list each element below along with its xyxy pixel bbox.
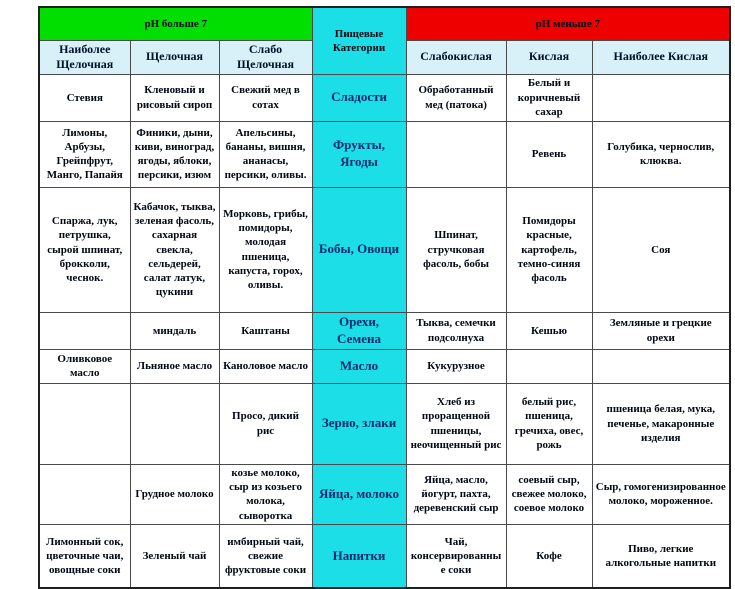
col-header-acidic: Кислая — [505, 39, 593, 75]
cell-oil-most-acidic — [591, 348, 731, 384]
cell-vegetables-acidic: Помидоры красные, картофель, темно-синяя… — [505, 186, 593, 313]
col-header-slightly-acidic: Слабокислая — [405, 39, 507, 75]
cell-oil-alkaline: Льняное масло — [129, 348, 220, 384]
category-grains: Зерно, злаки — [311, 382, 407, 465]
cell-oil-most-alkaline: Оливковое масло — [38, 348, 131, 384]
cell-oil-slightly-alkaline: Каноловое масло — [218, 348, 313, 384]
cell-grains-acidic: белый рис, пшеница, гречиха, овес, рожь — [505, 382, 593, 465]
cell-fruits-most-alkaline: Лимоны, Арбузы, Грейпфрут, Манго, Папайя — [38, 120, 131, 188]
table-row-eggs-milk: Грудное молоко козье молоко, сыр из козь… — [38, 463, 731, 525]
cell-sweets-slightly-acidic: Обработанный мед (патока) — [405, 73, 507, 122]
alkaline-header: pH больше 7 — [38, 6, 313, 41]
category-fruits-berries: Фрукты, Ягоды — [311, 120, 407, 188]
cell-fruits-most-acidic: Голубика, чернослив, клюква. — [591, 120, 731, 188]
cell-drinks-alkaline: Зеленый чай — [129, 523, 220, 589]
col-header-most-alkaline: Наиболее Щелочная — [38, 39, 131, 75]
cell-vegetables-slightly-alkaline: Морковь, грибы, помидоры, молодая пшениц… — [218, 186, 313, 313]
acid-header: pH меньше 7 — [405, 6, 731, 41]
table-row-sweets: Стевия Кленовый и рисовый сироп Свежий м… — [38, 73, 731, 122]
table-row-nuts-seeds: миндаль Каштаны Орехи, Семена Тыква, сем… — [38, 311, 731, 350]
cell-drinks-most-acidic: Пиво, легкие алкогольные напитки — [591, 523, 731, 589]
table-row-grains: Просо, дикий рис Зерно, злаки Хлеб из пр… — [38, 382, 731, 465]
col-header-alkaline: Щелочная — [129, 39, 220, 75]
cell-drinks-slightly-alkaline: имбирный чай, свежие фруктовые соки — [218, 523, 313, 589]
cell-eggs-alkaline: Грудное молоко — [129, 463, 220, 525]
cell-grains-most-acidic: пшеница белая, мука, печенье, макаронные… — [591, 382, 731, 465]
table-row-drinks: Лимонный сок, цветочные чаи, овощные сок… — [38, 523, 731, 589]
cell-grains-slightly-acidic: Хлеб из проращенной пшеницы, неочищенный… — [405, 382, 507, 465]
cell-fruits-alkaline: Финики, дыни, киви, виноград, ягоды, ябл… — [129, 120, 220, 188]
cell-nuts-acidic: Кешью — [505, 311, 593, 350]
cell-fruits-slightly-alkaline: Апельсины, бананы, вишня, ананасы, перси… — [218, 120, 313, 188]
cell-eggs-acidic: соевый сыр, свежее молоко, соевое молоко — [505, 463, 593, 525]
cell-nuts-most-alkaline — [38, 311, 131, 350]
cell-sweets-most-alkaline: Стевия — [38, 73, 131, 122]
cell-grains-alkaline — [129, 382, 220, 465]
cell-fruits-acidic: Ревень — [505, 120, 593, 188]
cell-eggs-most-acidic: Сыр, гомогенизированное молоко, мороженн… — [591, 463, 731, 525]
cell-oil-acidic — [505, 348, 593, 384]
category-eggs-milk: Яйца, молоко — [311, 463, 407, 525]
category-beans-vegetables: Бобы, Овощи — [311, 186, 407, 313]
cell-eggs-slightly-alkaline: козье молоко, сыр из козьего молока, сыв… — [218, 463, 313, 525]
cell-grains-slightly-alkaline: Просо, дикий рис — [218, 382, 313, 465]
cell-drinks-slightly-acidic: Чай, консервированные соки — [405, 523, 507, 589]
category-drinks: Напитки — [311, 523, 407, 589]
cell-grains-most-alkaline — [38, 382, 131, 465]
cell-vegetables-alkaline: Кабачок, тыква, зеленая фасоль, сахарная… — [129, 186, 220, 313]
cell-nuts-alkaline: миндаль — [129, 311, 220, 350]
table-row-oil: Оливковое масло Льняное масло Каноловое … — [38, 348, 731, 384]
cell-eggs-slightly-acidic: Яйца, масло, йогурт, пахта, деревенский … — [405, 463, 507, 525]
cell-nuts-slightly-acidic: Тыква, семечки подсолнуха — [405, 311, 507, 350]
cell-drinks-most-alkaline: Лимонный сок, цветочные чаи, овощные сок… — [38, 523, 131, 589]
cell-oil-slightly-acidic: Кукурузное — [405, 348, 507, 384]
cell-sweets-slightly-alkaline: Свежий мед в сотах — [218, 73, 313, 122]
col-header-most-acidic: Наиболее Кислая — [591, 39, 731, 75]
cell-sweets-most-acidic — [591, 73, 731, 122]
table-row-beans-vegetables: Спаржа, лук, петрушка, сырой шпинат, бро… — [38, 186, 731, 313]
cell-nuts-most-acidic: Земляные и грецкие орехи — [591, 311, 731, 350]
category-oil: Масло — [311, 348, 407, 384]
cell-vegetables-most-alkaline: Спаржа, лук, петрушка, сырой шпинат, бро… — [38, 186, 131, 313]
ph-food-table: pH больше 7 Пищевые Категории pH меньше … — [38, 6, 732, 589]
cell-vegetables-slightly-acidic: Шпинат, стручковая фасоль, бобы — [405, 186, 507, 313]
cell-sweets-acidic: Белый и коричневый сахар — [505, 73, 593, 122]
cell-vegetables-most-acidic: Соя — [591, 186, 731, 313]
cell-eggs-most-alkaline — [38, 463, 131, 525]
category-sweets: Сладости — [311, 73, 407, 122]
cell-sweets-alkaline: Кленовый и рисовый сироп — [129, 73, 220, 122]
cell-nuts-slightly-alkaline: Каштаны — [218, 311, 313, 350]
cell-fruits-slightly-acidic — [405, 120, 507, 188]
col-header-slightly-alkaline: Слабо Щелочная — [218, 39, 313, 75]
food-categories-header: Пищевые Категории — [311, 6, 407, 75]
cell-drinks-acidic: Кофе — [505, 523, 593, 589]
table-row-fruits-berries: Лимоны, Арбузы, Грейпфрут, Манго, Папайя… — [38, 120, 731, 188]
category-nuts-seeds: Орехи, Семена — [311, 311, 407, 350]
